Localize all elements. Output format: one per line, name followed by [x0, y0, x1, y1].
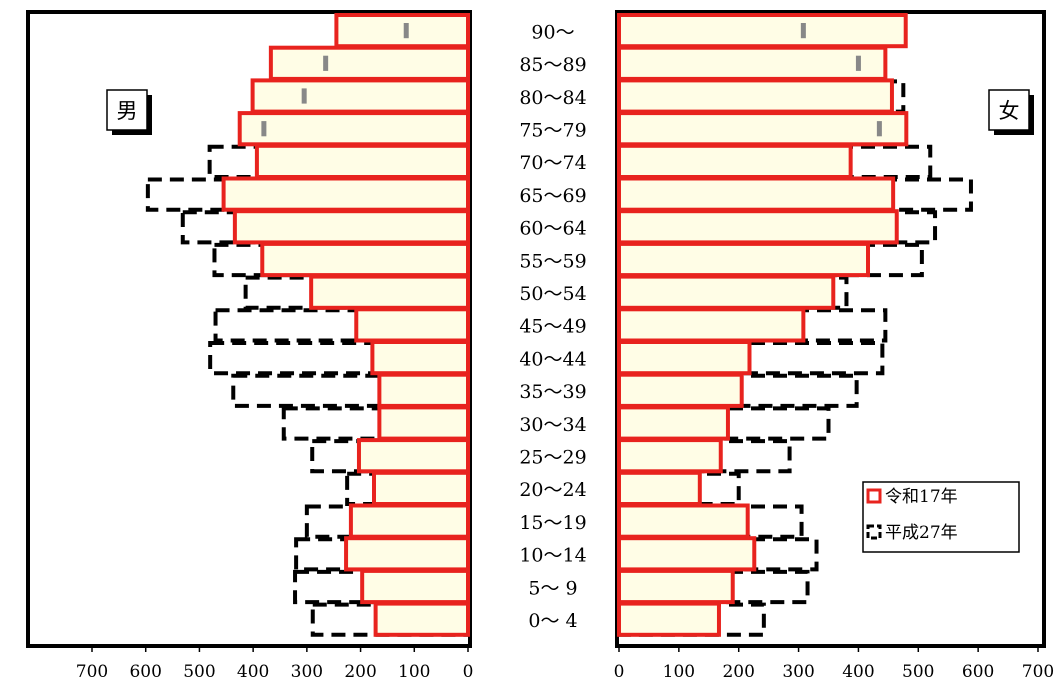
male-r17-bar	[360, 568, 471, 605]
female-r17-bar	[617, 601, 721, 637]
female-r17-bar	[617, 274, 836, 310]
legend-frame	[862, 481, 1020, 553]
age-label: 70～74	[519, 152, 586, 174]
male-r17-bar	[309, 274, 471, 310]
male-r17-bar	[221, 176, 470, 212]
age-label: 20～24	[519, 479, 586, 501]
age-label: 35～39	[519, 381, 586, 403]
female-r17-bar	[617, 13, 908, 49]
age-label: 5～ 9	[528, 577, 577, 599]
female-r17-bar	[617, 536, 757, 572]
male-r17-bar	[373, 601, 470, 637]
female-r17-bar	[617, 45, 888, 81]
male-h27-marker	[301, 88, 307, 104]
male-r17-bar	[356, 438, 470, 474]
male-x-tick-label: 600	[129, 662, 161, 682]
legend-swatch-r17	[866, 488, 882, 504]
male-panel: 700 600 500 400 300 200 100 0 男	[26, 10, 474, 682]
age-label: 75～79	[519, 119, 586, 141]
male-label: 男	[117, 99, 138, 123]
age-label: 40～44	[519, 348, 586, 370]
female-x-tick-label: 600	[962, 662, 994, 682]
female-h27-marker	[800, 23, 806, 39]
male-x-tick-label: 500	[183, 662, 215, 682]
legend-label-r17: 令和17年	[885, 487, 958, 507]
male-h27-marker	[261, 121, 267, 137]
female-h27-marker	[855, 55, 861, 71]
male-panel-tag: 男	[106, 89, 152, 135]
female-x-tick-label: 0	[614, 662, 625, 682]
male-r17-bar	[372, 470, 470, 506]
female-r17-bar	[617, 111, 909, 147]
male-h27-marker	[323, 55, 329, 71]
male-x-tick-label: 300	[291, 662, 323, 682]
age-label: 85～89	[519, 54, 586, 76]
male-x-tick-label: 200	[344, 662, 376, 682]
age-label: 90～	[531, 21, 574, 43]
age-label: 55～59	[519, 250, 586, 272]
female-panel-tag: 女	[988, 89, 1034, 135]
male-r17-bar	[237, 111, 470, 147]
female-r17-bar	[617, 568, 735, 605]
female-r17-bar	[617, 307, 806, 343]
female-h27-marker	[876, 121, 882, 137]
age-label: 45～49	[519, 316, 586, 338]
female-r17-bar	[617, 209, 899, 245]
male-r17-bar	[250, 78, 470, 114]
female-x-tick-label: 300	[782, 662, 814, 682]
male-h27-marker	[403, 23, 409, 39]
age-group-labels: 0～ 4 5～ 9 10～14 15～19 20～24 25～29 30～34 35～39 40…	[519, 21, 586, 632]
female-x-tick-label: 500	[902, 662, 934, 682]
female-label: 女	[999, 99, 1020, 123]
male-x-tick-label: 100	[398, 662, 430, 682]
age-label: 30～34	[519, 414, 586, 436]
male-r17-bar	[268, 45, 470, 81]
male-r17-bar	[334, 13, 470, 49]
male-r17-bar	[260, 241, 470, 278]
age-label: 50～54	[519, 283, 586, 305]
age-label: 80～84	[519, 87, 586, 109]
female-r17-bar	[617, 241, 871, 278]
male-x-tick-label: 400	[237, 662, 269, 682]
female-r17-bar	[617, 438, 723, 474]
age-label: 25～29	[519, 446, 586, 468]
age-label: 0～ 4	[528, 610, 577, 632]
female-r17-bar	[617, 143, 853, 180]
age-label: 65～69	[519, 185, 586, 207]
male-r17-bar	[348, 503, 471, 539]
female-x-tick-label: 400	[842, 662, 874, 682]
legend-label-h27: 平成27年	[885, 523, 958, 543]
female-x-tick-label: 200	[722, 662, 754, 682]
male-x-tick-label: 0	[463, 662, 474, 682]
female-x-tick-label: 700	[1022, 662, 1054, 682]
female-r17-bar	[617, 372, 744, 408]
male-r17-bar	[354, 307, 471, 343]
female-r17-bar	[617, 405, 730, 441]
female-r17-bar	[617, 503, 750, 539]
female-r17-bar	[617, 340, 752, 376]
male-r17-bar	[344, 536, 470, 572]
age-label: 60～64	[519, 218, 586, 240]
female-r17-bar	[617, 176, 896, 212]
male-r17-bar	[370, 340, 471, 376]
legend: 令和17年 平成27年	[862, 481, 1020, 553]
female-panel: 0 100 200 300 400 500 600 700 女	[614, 10, 1054, 682]
male-x-tick-label: 700	[76, 662, 108, 682]
age-label: 15～19	[519, 512, 586, 534]
age-label: 10～14	[519, 545, 586, 567]
female-r17-bar	[617, 78, 894, 114]
female-x-tick-label: 100	[663, 662, 695, 682]
female-r17-bar	[617, 470, 702, 506]
male-r17-bar	[377, 372, 470, 408]
male-r17-bar	[254, 143, 470, 180]
legend-swatch-h27	[866, 524, 882, 540]
male-r17-bar	[232, 209, 470, 245]
male-r17-bar	[377, 405, 470, 441]
